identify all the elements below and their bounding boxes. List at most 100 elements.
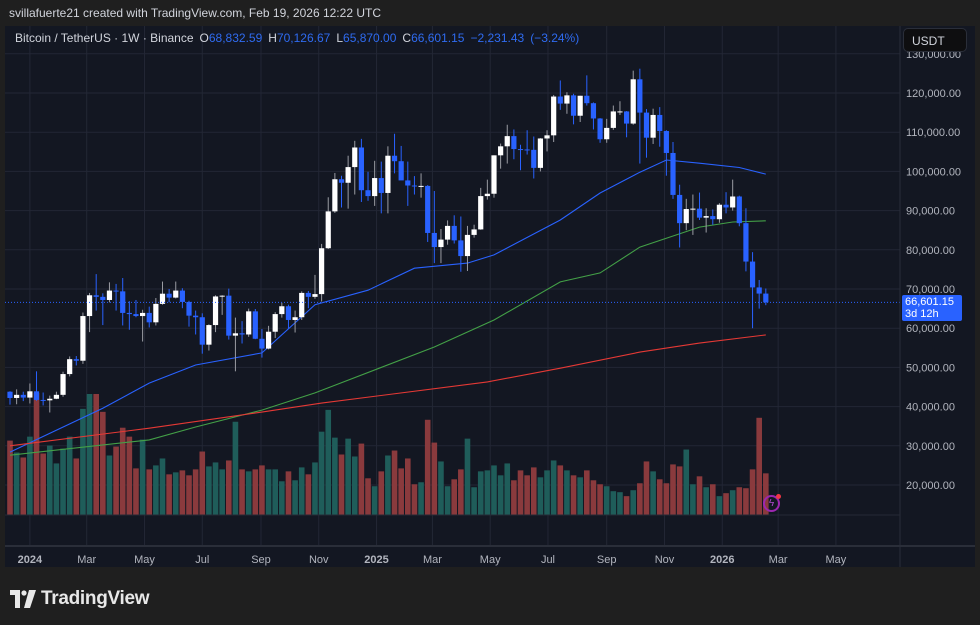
change-value: −2,231.43 bbox=[470, 31, 525, 45]
candle-body bbox=[239, 333, 245, 335]
candle-body bbox=[405, 180, 411, 186]
candle-body bbox=[531, 149, 537, 168]
volume-bar bbox=[709, 484, 716, 515]
candle-body bbox=[352, 147, 358, 168]
volume-bar bbox=[73, 458, 80, 515]
candle-body bbox=[749, 261, 756, 288]
candle-body bbox=[763, 293, 769, 303]
volume-bar bbox=[438, 461, 444, 515]
candle-body bbox=[133, 314, 139, 317]
candle-body bbox=[471, 229, 477, 235]
price-tick-label: 120,000.00 bbox=[906, 88, 961, 100]
volume-bar bbox=[590, 480, 597, 515]
volume-bar bbox=[259, 465, 265, 515]
candle-body bbox=[7, 391, 13, 398]
volume-bar bbox=[398, 468, 404, 515]
volume-bar bbox=[27, 436, 33, 515]
volume-bar bbox=[497, 475, 504, 515]
open-value: 68,832.59 bbox=[208, 31, 263, 45]
candle-body bbox=[312, 294, 318, 297]
volume-bar bbox=[544, 470, 550, 515]
candle-body bbox=[206, 325, 212, 345]
tradingview-logo: TradingView bbox=[10, 588, 150, 610]
candle-body bbox=[140, 312, 146, 317]
volume-bar bbox=[40, 453, 46, 515]
volume-bar bbox=[617, 492, 623, 515]
candle-body bbox=[232, 333, 239, 336]
time-tick-label: 2026 bbox=[710, 554, 734, 566]
price-tick-label: 90,000.00 bbox=[906, 206, 955, 218]
volume-bar bbox=[637, 483, 643, 515]
volume-bar bbox=[749, 469, 756, 515]
time-tick-label: Mar bbox=[77, 554, 96, 566]
high-label: H bbox=[268, 31, 277, 45]
volume-bar bbox=[378, 471, 385, 515]
current-price-label: 66,601.15 3d 12h bbox=[902, 295, 962, 321]
candle-body bbox=[597, 118, 603, 140]
volume-bar bbox=[670, 464, 676, 515]
volume-bar bbox=[199, 451, 206, 515]
volume-bar bbox=[391, 450, 398, 515]
candle-body bbox=[252, 311, 258, 339]
candle-body bbox=[265, 331, 272, 349]
candle-body bbox=[458, 240, 464, 257]
candle-body bbox=[179, 290, 185, 302]
symbol-name: Bitcoin / TetherUS · 1W · Binance bbox=[15, 31, 194, 45]
candle-body bbox=[305, 292, 311, 297]
candle-body bbox=[730, 196, 736, 208]
candle-body bbox=[650, 114, 656, 138]
candle-body bbox=[272, 314, 278, 332]
close-value: 66,601.15 bbox=[411, 31, 465, 45]
volume-bar bbox=[418, 482, 424, 515]
candle-body bbox=[153, 303, 159, 323]
candle-body bbox=[345, 167, 351, 183]
volume-bar bbox=[491, 465, 497, 515]
candle-body bbox=[723, 204, 729, 208]
candle-body bbox=[690, 208, 696, 210]
volume-bar bbox=[298, 467, 305, 515]
volume-bar bbox=[232, 421, 239, 515]
volume-bar bbox=[292, 480, 298, 515]
candle-body bbox=[504, 136, 510, 147]
candle-body bbox=[219, 295, 225, 297]
volume-bar bbox=[66, 436, 73, 515]
volume-bar bbox=[723, 493, 729, 515]
volume-bar bbox=[743, 488, 749, 515]
candle-body bbox=[27, 391, 33, 398]
time-tick-label: Mar bbox=[423, 554, 442, 566]
volume-bar bbox=[603, 486, 610, 515]
candle-body bbox=[358, 147, 364, 191]
volume-bar bbox=[756, 417, 762, 515]
volume-bar bbox=[424, 419, 431, 515]
time-tick-label: May bbox=[134, 554, 155, 566]
volume-bar bbox=[252, 469, 259, 515]
volume-bar bbox=[186, 475, 192, 515]
time-tick-label: May bbox=[826, 554, 847, 566]
close-label: C bbox=[402, 31, 412, 45]
volume-bar bbox=[358, 443, 365, 515]
candle-body bbox=[212, 296, 219, 326]
volume-bar bbox=[80, 408, 86, 515]
volume-bar bbox=[577, 477, 583, 515]
volume-bar bbox=[584, 470, 590, 515]
price-tick-label: 50,000.00 bbox=[906, 362, 955, 374]
candle-body bbox=[570, 95, 577, 116]
volume-bar bbox=[464, 438, 471, 515]
candle-body bbox=[683, 209, 689, 224]
candle-body bbox=[332, 179, 338, 212]
candle-body bbox=[670, 152, 676, 195]
candle-body bbox=[696, 208, 703, 218]
currency-button[interactable]: USDT bbox=[903, 28, 967, 52]
candle-body bbox=[378, 178, 384, 193]
time-tick-label: Nov bbox=[655, 554, 675, 566]
volume-bar bbox=[729, 490, 736, 515]
volume-bar bbox=[530, 467, 537, 515]
candle-body bbox=[86, 295, 93, 317]
candle-body bbox=[292, 317, 298, 320]
candle-body bbox=[637, 79, 643, 113]
lightning-icon[interactable]: ϟ bbox=[763, 494, 781, 512]
volume-bar bbox=[676, 466, 683, 515]
bar-countdown: 3d 12h bbox=[905, 308, 939, 320]
moving-average-line bbox=[9, 334, 766, 447]
